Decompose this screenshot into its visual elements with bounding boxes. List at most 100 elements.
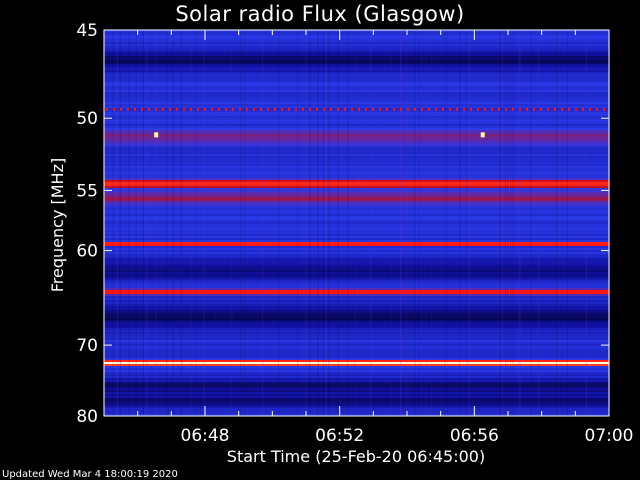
heatmap-row [104, 110, 609, 113]
heatmap-dash [512, 107, 514, 111]
heatmap-row [104, 138, 609, 141]
heatmap-row [104, 240, 609, 243]
heatmap-row [104, 390, 609, 393]
heatmap-row [104, 384, 609, 387]
heatmap-dash [344, 107, 346, 111]
heatmap-row [104, 92, 609, 95]
heatmap-dash [267, 107, 269, 111]
heatmap-dash [596, 107, 598, 111]
heatmap-row [104, 134, 609, 137]
heatmap-row [104, 248, 609, 251]
heatmap-row [104, 208, 609, 211]
heatmap-row [104, 324, 609, 327]
heatmap-streak [400, 30, 402, 416]
heatmap-row [104, 330, 609, 333]
heatmap-streak [354, 30, 356, 416]
heatmap-row [104, 162, 609, 165]
heatmap-row [104, 350, 609, 353]
heatmap-row [104, 54, 609, 57]
heatmap-streak [506, 30, 508, 416]
heatmap-row [104, 406, 609, 409]
heatmap-dash [302, 107, 304, 111]
heatmap-row [104, 236, 609, 239]
heatmap-row [104, 290, 609, 293]
heatmap-dash [442, 107, 444, 111]
heatmap-row [104, 266, 609, 269]
heatmap-row [104, 120, 609, 123]
heatmap-row [104, 302, 609, 305]
heatmap-row [104, 316, 609, 319]
y-tick-label: 50 [76, 109, 98, 129]
heatmap-row [104, 376, 609, 379]
heatmap-row [104, 196, 609, 199]
heatmap-row [104, 118, 609, 121]
heatmap-dash [554, 107, 556, 111]
updated-timestamp: Updated Wed Mar 4 18:00:19 2020 [2, 469, 178, 480]
heatmap-dash [470, 107, 472, 111]
heatmap-dash [176, 107, 178, 111]
heatmap-dash [113, 107, 115, 111]
heatmap-row [104, 326, 609, 329]
heatmap-row [104, 410, 609, 413]
heatmap-dash [589, 107, 591, 111]
heatmap-dash [127, 107, 129, 111]
heatmap-row [104, 378, 609, 381]
heatmap-dash [239, 107, 241, 111]
y-axis-title: Frequency [MHz] [48, 158, 67, 292]
heatmap-row [104, 328, 609, 331]
heatmap-row [104, 30, 609, 33]
heatmap-streak [510, 30, 512, 416]
heatmap-streak [128, 30, 130, 416]
heatmap-dash [141, 107, 143, 111]
heatmap-row [104, 398, 609, 401]
heatmap-row [104, 62, 609, 65]
heatmap-row [104, 400, 609, 403]
heatmap-streak [585, 30, 587, 416]
y-tick-label: 70 [76, 336, 98, 356]
heatmap-row [104, 320, 609, 323]
heatmap-row [104, 296, 609, 299]
heatmap-streak [431, 30, 433, 416]
heatmap-streak [328, 30, 330, 416]
heatmap-streak [468, 30, 470, 416]
heatmap-row [104, 192, 609, 195]
heatmap-row [104, 38, 609, 41]
heatmap-streak [418, 30, 420, 416]
chart-title: Solar radio Flux (Glasgow) [175, 2, 465, 26]
heatmap-row [104, 42, 609, 45]
heatmap-row [104, 348, 609, 351]
heatmap-row [104, 104, 609, 107]
heatmap-streak [155, 30, 157, 416]
heatmap-row [104, 226, 609, 229]
heatmap-streak [172, 30, 174, 416]
heatmap-row [104, 408, 609, 411]
heatmap-row [104, 298, 609, 301]
heatmap-row [104, 300, 609, 303]
heatmap-row [104, 172, 609, 175]
heatmap-dash [197, 107, 199, 111]
heatmap-streak [117, 30, 119, 416]
heatmap-row [104, 194, 609, 197]
heatmap-row [104, 230, 609, 233]
heatmap-dash [246, 107, 248, 111]
heatmap-row [104, 294, 609, 297]
heatmap-row [104, 254, 609, 257]
heatmap-dash [330, 107, 332, 111]
heatmap-streak [240, 30, 242, 416]
heatmap-dash [232, 107, 234, 111]
heatmap-row [104, 222, 609, 225]
heatmap-row [104, 212, 609, 215]
heatmap-row [104, 404, 609, 407]
bright-spot [154, 132, 159, 138]
heatmap-row [104, 362, 609, 365]
heatmap-dash [120, 107, 122, 111]
heatmap-row [104, 90, 609, 93]
heatmap-row [104, 220, 609, 223]
heatmap-row [104, 364, 609, 367]
heatmap-row [104, 68, 609, 71]
heatmap-dash [134, 107, 136, 111]
heatmap-dash [295, 107, 297, 111]
heatmap-streak [120, 30, 122, 416]
heatmap-row [104, 386, 609, 389]
